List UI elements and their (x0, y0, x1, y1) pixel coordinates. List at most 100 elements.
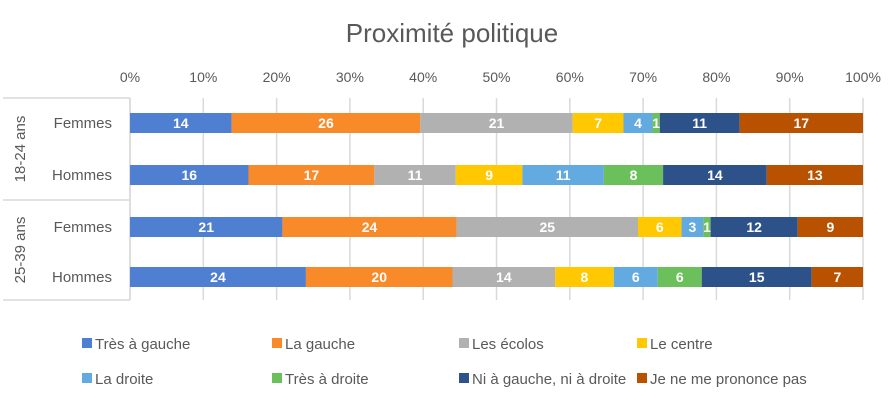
x-tick-label: 60% (556, 69, 584, 85)
group-label: 25-39 ans (12, 217, 29, 284)
x-tick-label: 0% (120, 69, 140, 85)
category-axis: 18-24 ans Femmes Hommes 25-39 ans Femmes Homm… (3, 97, 131, 301)
x-tick-label: 10% (189, 69, 217, 85)
bar-segment (659, 113, 740, 133)
bar-segment (130, 165, 249, 185)
data-label: 26 (318, 115, 334, 131)
legend-item: La gauche (272, 336, 355, 353)
legend-swatch (82, 373, 92, 383)
bar-segment (555, 267, 614, 287)
category-label: Femmes (54, 219, 112, 236)
legend-swatch (272, 373, 282, 383)
legend-swatch (459, 338, 469, 348)
data-label: 21 (489, 115, 505, 131)
bar-segment (811, 267, 863, 287)
legend-swatch (459, 373, 469, 383)
legend-item: Très à gauche (82, 336, 190, 353)
data-label: 25 (540, 219, 556, 235)
legend-item: Les écolos (459, 336, 544, 353)
legend-label: Je ne me prononce pas (650, 371, 807, 388)
data-label: 14 (707, 167, 723, 183)
x-tick-label: 30% (336, 69, 364, 85)
group-label: 18-24 ans (12, 116, 29, 183)
data-label: 7 (833, 269, 841, 285)
x-tick-label: 90% (776, 69, 804, 85)
legend-label: Très à gauche (95, 336, 190, 353)
bar-segment (522, 165, 604, 185)
bar-segment (130, 113, 232, 133)
bar-segment (130, 217, 283, 237)
bar-segment (456, 217, 639, 237)
bar-segment (701, 267, 812, 287)
data-label: 3 (689, 219, 697, 235)
data-label: 15 (749, 269, 765, 285)
x-tick-label: 70% (629, 69, 657, 85)
data-label: 21 (198, 219, 214, 235)
bar-segment (603, 165, 664, 185)
data-label: 17 (304, 167, 320, 183)
bar-segment (652, 113, 660, 133)
data-label: 8 (630, 167, 638, 183)
data-label: 6 (656, 219, 664, 235)
bar-segment (130, 267, 306, 287)
data-label: 11 (556, 167, 571, 183)
legend-label: La droite (95, 371, 153, 388)
bar-segment (703, 217, 711, 237)
bar-segment (710, 217, 798, 237)
bar-segment (797, 217, 863, 237)
data-label: 6 (676, 269, 684, 285)
bar-segment (572, 113, 624, 133)
bar-segment (663, 165, 767, 185)
category-label: Hommes (52, 269, 112, 286)
data-label: 4 (634, 115, 642, 131)
legend-swatch (637, 338, 647, 348)
x-tick-label: 100% (845, 69, 881, 85)
data-label: 11 (692, 115, 707, 131)
legend-label: La gauche (285, 336, 355, 353)
bar-segment (452, 267, 556, 287)
legend-swatch (272, 338, 282, 348)
data-label: 24 (210, 269, 226, 285)
bar-segment (305, 267, 453, 287)
data-label: 6 (632, 269, 640, 285)
data-label: 12 (746, 219, 762, 235)
bar-segment (681, 217, 704, 237)
legend-item: Le centre (637, 336, 713, 353)
legend-label: Les écolos (472, 336, 544, 353)
x-tick-label: 40% (409, 69, 437, 85)
category-label: Femmes (54, 115, 112, 132)
data-label: 13 (807, 167, 823, 183)
bar-segment (638, 217, 682, 237)
legend-label: Très à droite (285, 371, 369, 388)
legend-swatch (637, 373, 647, 383)
legend-swatch (82, 338, 92, 348)
data-label: 20 (371, 269, 387, 285)
x-tick-label: 80% (702, 69, 730, 85)
bar-segment (282, 217, 457, 237)
chart-title: Proximité politique (346, 18, 558, 48)
data-label: 7 (594, 115, 602, 131)
data-label: 1 (652, 115, 660, 131)
x-tick-label: 50% (482, 69, 510, 85)
x-axis-ticks: 0% 10% 20% 30% 40% 50% 60% 70% 80% 90% 100% (120, 69, 881, 85)
data-label: 9 (826, 219, 834, 235)
data-label: 14 (496, 269, 512, 285)
bar-segment (623, 113, 653, 133)
bar-segment (455, 165, 523, 185)
data-label: 24 (362, 219, 378, 235)
legend: Très à gauche La gauche Les écolos Le centr… (82, 336, 807, 388)
data-label: 14 (173, 115, 189, 131)
legend-label: Le centre (650, 336, 713, 353)
legend-item: Je ne me prononce pas (637, 371, 807, 388)
bar-segment (231, 113, 421, 133)
data-label: 9 (485, 167, 493, 183)
data-label: 17 (794, 115, 810, 131)
legend-label: Ni à gauche, ni à droite (472, 371, 626, 388)
bar-segment (374, 165, 456, 185)
x-tick-label: 20% (263, 69, 291, 85)
bar-segment (766, 165, 863, 185)
bar-segment (613, 267, 658, 287)
data-label: 8 (581, 269, 589, 285)
